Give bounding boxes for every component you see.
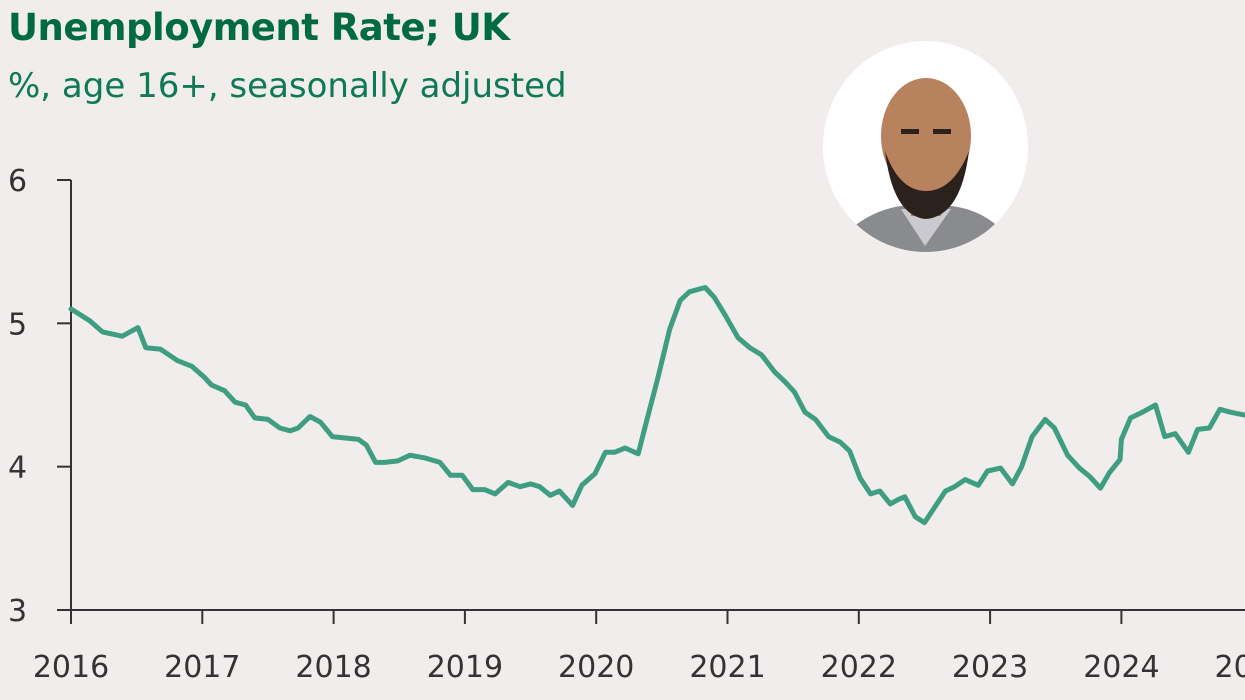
chart-subtitle: %, age 16+, seasonally adjusted: [8, 66, 567, 106]
y-tick-label: 3: [8, 594, 27, 629]
x-tick-label: 2023: [952, 650, 1028, 685]
x-tick-label: 2021: [689, 650, 765, 685]
series-line: [68, 285, 1245, 526]
x-tick-label: 2016: [33, 650, 109, 685]
x-tick-label: 2020: [558, 650, 634, 685]
x-tick-label: 2017: [164, 650, 240, 685]
chart-title: Unemployment Rate; UK: [8, 6, 510, 49]
y-tick-label: 4: [8, 451, 27, 486]
x-tick-label: 2024: [1083, 650, 1159, 685]
x-tick-label: 2018: [295, 650, 371, 685]
person-photo-icon: [823, 41, 1028, 252]
x-tick-label: 2025: [1215, 650, 1245, 685]
y-tick-label: 5: [8, 307, 27, 342]
x-tick-label: 2019: [427, 650, 503, 685]
x-tick-label: 2022: [821, 650, 897, 685]
y-tick-label: 6: [8, 164, 27, 199]
